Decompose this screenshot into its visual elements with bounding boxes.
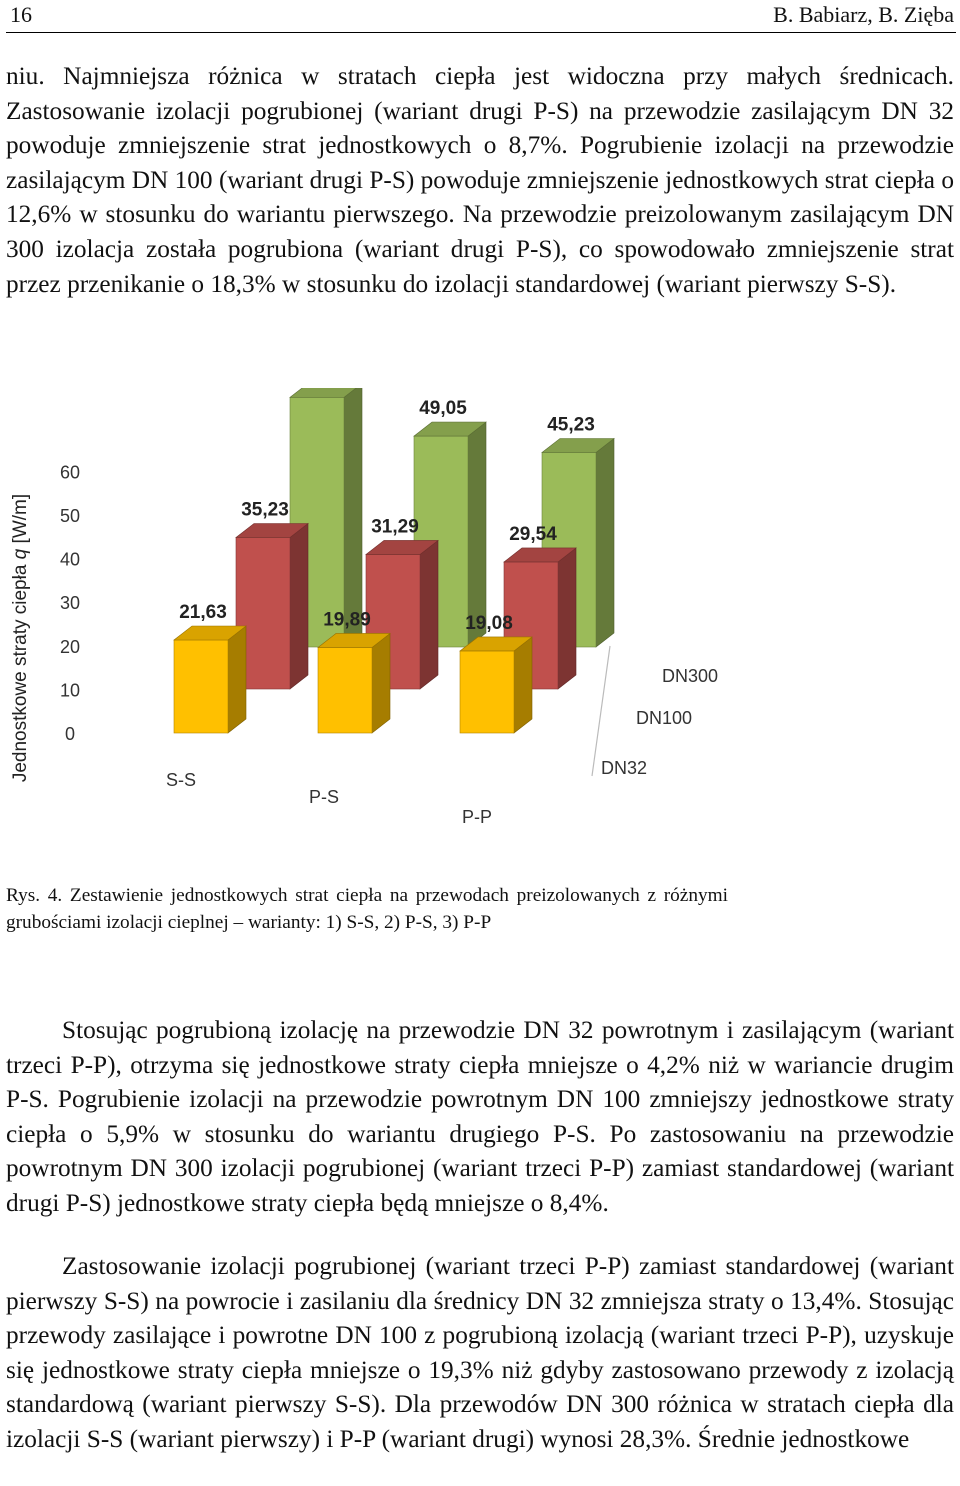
category-label: P-P: [462, 807, 492, 827]
page-header: 16 B. Babiarz, B. Zięba: [6, 0, 956, 33]
bar-dn100-p-p: [503, 547, 577, 690]
y-axis-label-prefix: Jednostkowe straty ciepła: [10, 559, 31, 782]
data-label: 31,29: [371, 516, 419, 537]
data-label: 19,08: [465, 613, 513, 634]
bar-dn100-s-s: [235, 522, 309, 690]
data-label: 29,54: [509, 524, 557, 545]
paragraph-2: Stosując pogrubioną izolację na przewodz…: [6, 1016, 954, 1217]
paragraph-1: niu. Najmniejsza różnica w stratach ciep…: [6, 62, 954, 298]
y-axis-label: Jednostkowe straty ciepła q [W/m]: [10, 494, 31, 782]
y-tick-label: 0: [65, 724, 75, 744]
bar-side-face: [595, 437, 615, 648]
bar-top-face: [317, 633, 391, 648]
y-tick-label: 20: [60, 637, 80, 657]
series-label: DN32: [601, 758, 647, 778]
figure-caption: Rys. 4. Zestawienie jednostkowych strat …: [6, 885, 728, 933]
data-label: 45,23: [547, 415, 595, 436]
bar-front-face: [173, 639, 229, 734]
page-number: 16: [10, 2, 32, 27]
series-label: DN100: [636, 708, 692, 728]
bar-dn32-p-s: [317, 632, 391, 734]
y-axis-label-symbol: q: [10, 548, 31, 559]
bar-top-face: [541, 438, 615, 453]
bar-side-face: [371, 632, 391, 734]
bar-top-face: [503, 547, 577, 563]
running-authors: B. Babiarz, B. Zięba: [773, 2, 954, 27]
bar-side-face: [513, 636, 533, 734]
bar-top-face: [413, 421, 487, 437]
bar-side-face: [557, 547, 577, 690]
y-tick-label: 10: [60, 680, 80, 700]
bar-top-face: [459, 636, 533, 652]
bar-side-face: [343, 388, 363, 648]
figure-chart: Jednostkowe straty ciepła q [W/m] 0 10 20 30…: [0, 388, 960, 858]
data-label: 49,05: [419, 398, 467, 419]
bar-side-face: [289, 522, 309, 690]
bar-dn32-p-p: [459, 636, 533, 734]
bar-top-face: [173, 625, 247, 641]
y-tick-label: 50: [60, 506, 80, 526]
y-tick-label: 30: [60, 593, 80, 613]
bar-front-face: [459, 650, 515, 734]
data-label: 19,89: [323, 609, 371, 630]
floor-edge-line: [591, 645, 611, 777]
bar-side-face: [227, 625, 247, 734]
bar-chart-3d: Jednostkowe straty ciepła q [W/m] 0 10 20 30…: [10, 388, 718, 827]
data-label: 21,63: [179, 602, 227, 623]
y-tick-label: 60: [60, 462, 80, 482]
bar-top-face: [235, 523, 309, 538]
data-label: 35,23: [241, 500, 289, 521]
paragraph-3: Zastosowanie izolacji pogrubionej (waria…: [6, 1252, 954, 1453]
series-label: DN300: [662, 666, 718, 686]
category-label: P-S: [309, 787, 339, 807]
bar-top-face: [365, 540, 439, 555]
bar-front-face: [317, 647, 373, 734]
bar-side-face: [419, 539, 439, 690]
y-axis-label-unit: [W/m]: [10, 494, 31, 549]
bar-top-face: [289, 388, 357, 398]
category-label: S-S: [166, 770, 196, 790]
bar-dn32-s-s: [173, 625, 247, 734]
y-tick-label: 40: [60, 550, 80, 570]
